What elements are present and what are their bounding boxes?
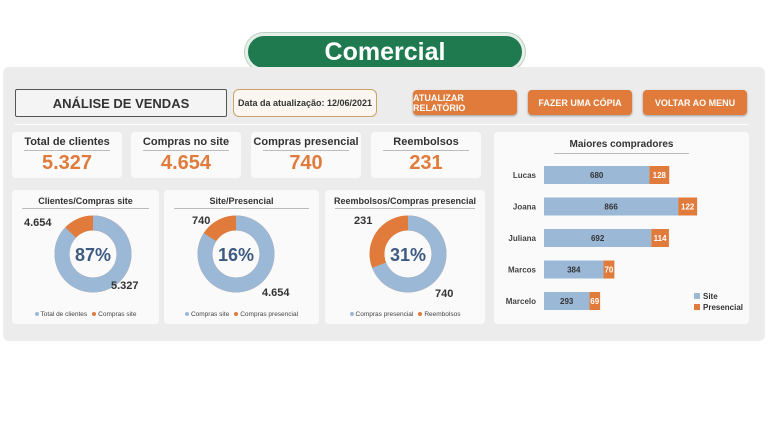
page-title: Comercial bbox=[245, 33, 525, 71]
donut-slice-blue bbox=[369, 215, 447, 293]
legend-label: Site bbox=[703, 292, 718, 301]
donut-title: Reembolsos/Compras presencial bbox=[333, 196, 477, 206]
chart-title-divider bbox=[554, 153, 689, 154]
kpi-value: 740 bbox=[289, 152, 323, 174]
stacked-bar-chart: Lucas 680 128 Joana 866 122 Juliana 692 114 Marco… bbox=[506, 166, 743, 312]
bar-value-label: 70 bbox=[604, 266, 613, 275]
bar-presencial bbox=[651, 229, 669, 247]
donut-percentage: 87% bbox=[75, 245, 111, 265]
donut-legend: Compras site Compras presencial bbox=[164, 311, 319, 318]
legend-item-orange: Compras site bbox=[92, 311, 136, 318]
legend-label: Compras presencial bbox=[355, 311, 414, 318]
legend-label: Compras presencial bbox=[240, 311, 299, 318]
legend-label: Presencial bbox=[703, 303, 743, 312]
legend-item-orange: Reembolsos bbox=[418, 311, 460, 318]
legend-swatch bbox=[694, 304, 700, 310]
kpi-value: 5.327 bbox=[41, 152, 93, 174]
bar-site bbox=[544, 292, 590, 310]
back-to-menu-button[interactable]: VOLTAR AO MENU bbox=[643, 90, 747, 115]
donut-legend: Compras presencial Reembolsos bbox=[325, 311, 485, 318]
bar-site bbox=[544, 229, 652, 247]
bar-value-label: 692 bbox=[591, 234, 605, 243]
donut-slice-blue bbox=[197, 215, 275, 293]
legend-swatch bbox=[694, 293, 700, 299]
donut-chart: 16% bbox=[197, 215, 275, 293]
category-label: Juliana bbox=[508, 234, 536, 243]
donut-label-blue: 5.327 bbox=[111, 280, 139, 292]
kpi-total-clients: Total de clientes 5.327 bbox=[12, 132, 122, 178]
kpi-divider bbox=[263, 150, 349, 151]
donut-card-site-presencial: Site/Presencial 16% 740 4.654 Compras si… bbox=[164, 190, 319, 324]
bar-value-label: 69 bbox=[590, 297, 599, 306]
bar-site bbox=[544, 197, 679, 216]
bar-presencial bbox=[678, 197, 698, 216]
donut-title-divider bbox=[22, 208, 149, 209]
kpi-divider bbox=[383, 150, 469, 151]
donut-label-blue: 4.654 bbox=[262, 287, 290, 299]
legend-label: Compras site bbox=[190, 311, 230, 318]
kpi-divider bbox=[143, 150, 229, 151]
kpi-label: Compras presencial bbox=[253, 136, 359, 148]
donut-label-orange: 4.654 bbox=[24, 217, 52, 229]
legend-label: Total de clientes bbox=[40, 311, 88, 318]
bar-value-label: 128 bbox=[653, 171, 667, 180]
bar-value-label: 680 bbox=[590, 171, 604, 180]
donut-legend: Total de clientes Compras site bbox=[12, 311, 159, 318]
donut-chart: 87% bbox=[54, 215, 132, 293]
bar-presencial bbox=[649, 166, 670, 184]
category-label: Lucas bbox=[513, 171, 537, 180]
legend-item-blue: Total de clientes bbox=[34, 311, 88, 318]
bar-presencial bbox=[589, 292, 601, 310]
legend-label: Reembolsos bbox=[424, 311, 461, 318]
legend-item-blue: Compras presencial bbox=[349, 311, 414, 318]
bar-value-label: 384 bbox=[567, 266, 581, 275]
kpi-site-purchases: Compras no site 4.654 bbox=[131, 132, 241, 178]
legend-item-orange: Compras presencial bbox=[234, 311, 298, 318]
donut-label-blue: 740 bbox=[435, 288, 454, 300]
donut-card-clients-site: Clientes/Compras site 87% 4.654 5.327 To… bbox=[12, 190, 159, 324]
chart-title: Maiores compradores bbox=[569, 139, 674, 150]
donut-label-orange: 231 bbox=[354, 215, 373, 227]
kpi-value: 231 bbox=[409, 152, 443, 174]
make-copy-button[interactable]: FAZER UMA CÓPIA bbox=[528, 90, 632, 115]
section-heading: ANÁLISE DE VENDAS bbox=[15, 89, 227, 117]
bar-site bbox=[544, 260, 604, 279]
bar-value-label: 122 bbox=[681, 203, 695, 212]
donut-card-refunds-presencial: Reembolsos/Compras presencial 31% 231 74… bbox=[325, 190, 485, 324]
donut-percentage: 16% bbox=[218, 245, 254, 265]
bar-site bbox=[544, 166, 650, 184]
kpi-label: Total de clientes bbox=[24, 136, 110, 148]
bar-presencial bbox=[603, 260, 615, 279]
legend-label: Compras site bbox=[98, 311, 137, 318]
category-label: Marcos bbox=[508, 266, 537, 275]
category-label: Marcelo bbox=[506, 297, 536, 306]
donut-title-divider bbox=[335, 208, 475, 209]
kpi-in-person-purchases: Compras presencial 740 bbox=[251, 132, 361, 178]
donut-title: Site/Presencial bbox=[209, 196, 274, 206]
donut-chart: 31% bbox=[369, 215, 447, 293]
header-divider bbox=[15, 124, 748, 125]
bar-value-label: 114 bbox=[654, 234, 667, 243]
refresh-report-button[interactable]: ATUALIZAR RELATÓRIO bbox=[413, 90, 517, 115]
kpi-value: 4.654 bbox=[160, 152, 212, 174]
legend-item-blue: Compras site bbox=[184, 311, 230, 318]
donut-title-divider bbox=[174, 208, 309, 209]
kpi-label: Compras no site bbox=[142, 136, 230, 148]
top-buyers-chart-card: Maiores compradores Lucas 680 128 Joana 866 1… bbox=[494, 132, 749, 324]
kpi-refunds: Reembolsos 231 bbox=[371, 132, 481, 178]
donut-percentage: 31% bbox=[390, 245, 426, 265]
donut-label-orange: 740 bbox=[192, 215, 211, 227]
bar-value-label: 866 bbox=[604, 203, 618, 212]
update-date-label: Data da atualização: 12/06/2021 bbox=[233, 89, 377, 117]
bar-value-label: 293 bbox=[560, 297, 574, 306]
donut-title: Clientes/Compras site bbox=[38, 196, 133, 206]
donut-slice-blue bbox=[54, 215, 132, 293]
kpi-divider bbox=[24, 150, 110, 151]
category-label: Joana bbox=[513, 203, 537, 212]
kpi-label: Reembolsos bbox=[393, 136, 459, 148]
